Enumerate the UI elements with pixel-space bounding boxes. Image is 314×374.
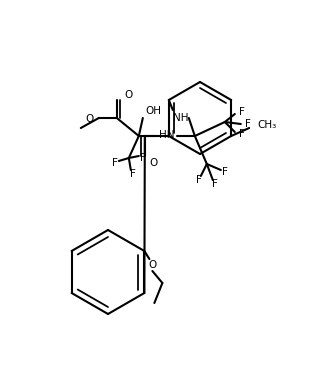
Text: HN: HN: [159, 130, 175, 140]
Text: F: F: [140, 153, 146, 163]
Text: NH: NH: [173, 113, 189, 123]
Text: O: O: [148, 260, 156, 270]
Text: CH₃: CH₃: [257, 120, 276, 130]
Text: F: F: [239, 107, 245, 117]
Text: F: F: [112, 158, 118, 168]
Text: O: O: [86, 114, 94, 124]
Text: F: F: [222, 167, 228, 177]
Text: O: O: [125, 90, 133, 100]
Text: F: F: [196, 175, 202, 185]
Text: F: F: [245, 119, 251, 129]
Text: OH: OH: [146, 106, 162, 116]
Text: F: F: [212, 179, 218, 189]
Text: O: O: [150, 158, 158, 168]
Text: F: F: [239, 129, 245, 139]
Text: F: F: [130, 169, 136, 179]
